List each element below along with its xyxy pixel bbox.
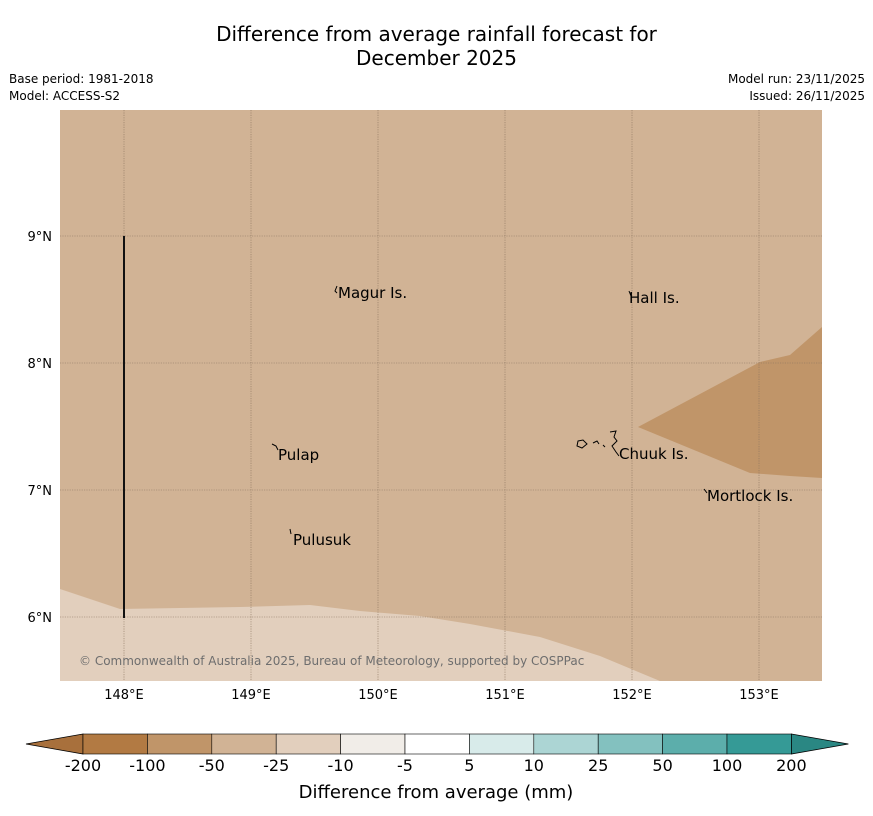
place-label: Mortlock Is. xyxy=(707,487,793,505)
meta-left: Base period: 1981-2018 Model: ACCESS-S2 xyxy=(9,71,154,105)
lon-tick-label: 149°E xyxy=(231,688,271,703)
mortlock-island-outline xyxy=(703,488,708,494)
latitude-axis: 9°N 8°N 7°N 6°N xyxy=(28,230,53,626)
place-label: Chuuk Is. xyxy=(619,445,688,463)
pulusuk-island-outline xyxy=(289,528,292,535)
colorbar-tick-label: -10 xyxy=(328,756,354,775)
colorbar-swatch xyxy=(211,733,277,755)
colorbar-swatch xyxy=(147,733,213,755)
colorbar-swatch xyxy=(662,733,728,755)
chuuk-island-west xyxy=(576,439,588,449)
base-period: Base period: 1981-2018 xyxy=(9,72,154,86)
colorbar-tick-label: -5 xyxy=(397,756,413,775)
title-line-2: December 2025 xyxy=(356,46,517,70)
colorbar-tick-label: 5 xyxy=(464,756,474,775)
lon-tick-label: 148°E xyxy=(104,688,144,703)
lon-tick-label: 150°E xyxy=(358,688,398,703)
colorbar: -200 -100 -50 -25 -10 -5 5 10 25 50 100 200 Differe… xyxy=(25,733,849,803)
colorbar-tick-label: 100 xyxy=(712,756,743,775)
colorbar-swatch xyxy=(340,733,406,755)
meta-right: Model run: 23/11/2025 Issued: 26/11/2025 xyxy=(728,71,865,105)
lon-tick-label: 151°E xyxy=(485,688,525,703)
lat-tick-label: 7°N xyxy=(28,484,53,499)
region-minus25-to-minus10 xyxy=(60,589,660,681)
colorbar-tick-label: 50 xyxy=(652,756,672,775)
place-label: Hall Is. xyxy=(629,289,680,307)
model-name: Model: ACCESS-S2 xyxy=(9,89,121,103)
colorbar-tick-label: -100 xyxy=(129,756,165,775)
model-run: Model run: 23/11/2025 xyxy=(727,72,865,86)
colorbar-swatch xyxy=(597,733,663,755)
colorbar-swatches xyxy=(25,733,849,755)
hall-island-outline xyxy=(628,290,632,297)
lat-tick-label: 9°N xyxy=(28,230,53,245)
magur-island-outline xyxy=(334,285,338,294)
region-minus100-to-minus50 xyxy=(638,327,822,478)
title-line-1: Difference from average rainfall forecas… xyxy=(216,22,657,46)
colorbar-tick-label: -25 xyxy=(263,756,289,775)
colorbar-extend-low xyxy=(25,733,84,755)
colorbar-tick-label: -200 xyxy=(65,756,101,775)
chuuk-island-a xyxy=(592,440,600,445)
colorbar-labels: -200 -100 -50 -25 -10 -5 5 10 25 50 100 200 xyxy=(65,756,807,775)
longitude-axis: 148°E 149°E 150°E 151°E 152°E 153°E xyxy=(104,688,779,703)
lat-tick-label: 6°N xyxy=(28,611,53,626)
colorbar-tick-label: 200 xyxy=(776,756,807,775)
colorbar-swatch xyxy=(82,733,148,755)
colorbar-swatch xyxy=(726,733,792,755)
colorbar-swatch xyxy=(404,733,470,755)
lon-tick-label: 153°E xyxy=(739,688,779,703)
colorbar-swatch xyxy=(275,733,341,755)
place-label: Pulap xyxy=(278,446,319,464)
lon-tick-label: 152°E xyxy=(612,688,652,703)
colorbar-swatch xyxy=(533,733,599,755)
chuuk-island-b xyxy=(602,444,606,448)
chart-title: Difference from average rainfall forecas… xyxy=(0,22,873,70)
pulap-island-outline xyxy=(271,443,279,451)
colorbar-tick-label: -50 xyxy=(199,756,225,775)
chuuk-reef-east xyxy=(609,430,620,457)
island-outlines xyxy=(271,285,708,535)
map-area: © Commonwealth of Australia 2025, Bureau… xyxy=(60,110,822,681)
place-label: Pulusuk xyxy=(293,531,351,549)
colorbar-title: Difference from average (mm) xyxy=(299,782,574,803)
issued-date: Issued: 26/11/2025 xyxy=(749,89,865,103)
place-label: Magur Is. xyxy=(338,284,407,302)
colorbar-tick-label: 10 xyxy=(524,756,544,775)
lat-tick-label: 8°N xyxy=(28,357,53,372)
copyright-text: © Commonwealth of Australia 2025, Bureau… xyxy=(79,654,584,668)
colorbar-swatch xyxy=(469,733,535,755)
colorbar-extend-high xyxy=(791,733,849,755)
region-minus50-to-minus25 xyxy=(60,110,822,681)
place-labels: Magur Is. Hall Is. Pulap Chuuk Is. Mortl… xyxy=(278,284,793,549)
colorbar-tick-label: 25 xyxy=(588,756,608,775)
